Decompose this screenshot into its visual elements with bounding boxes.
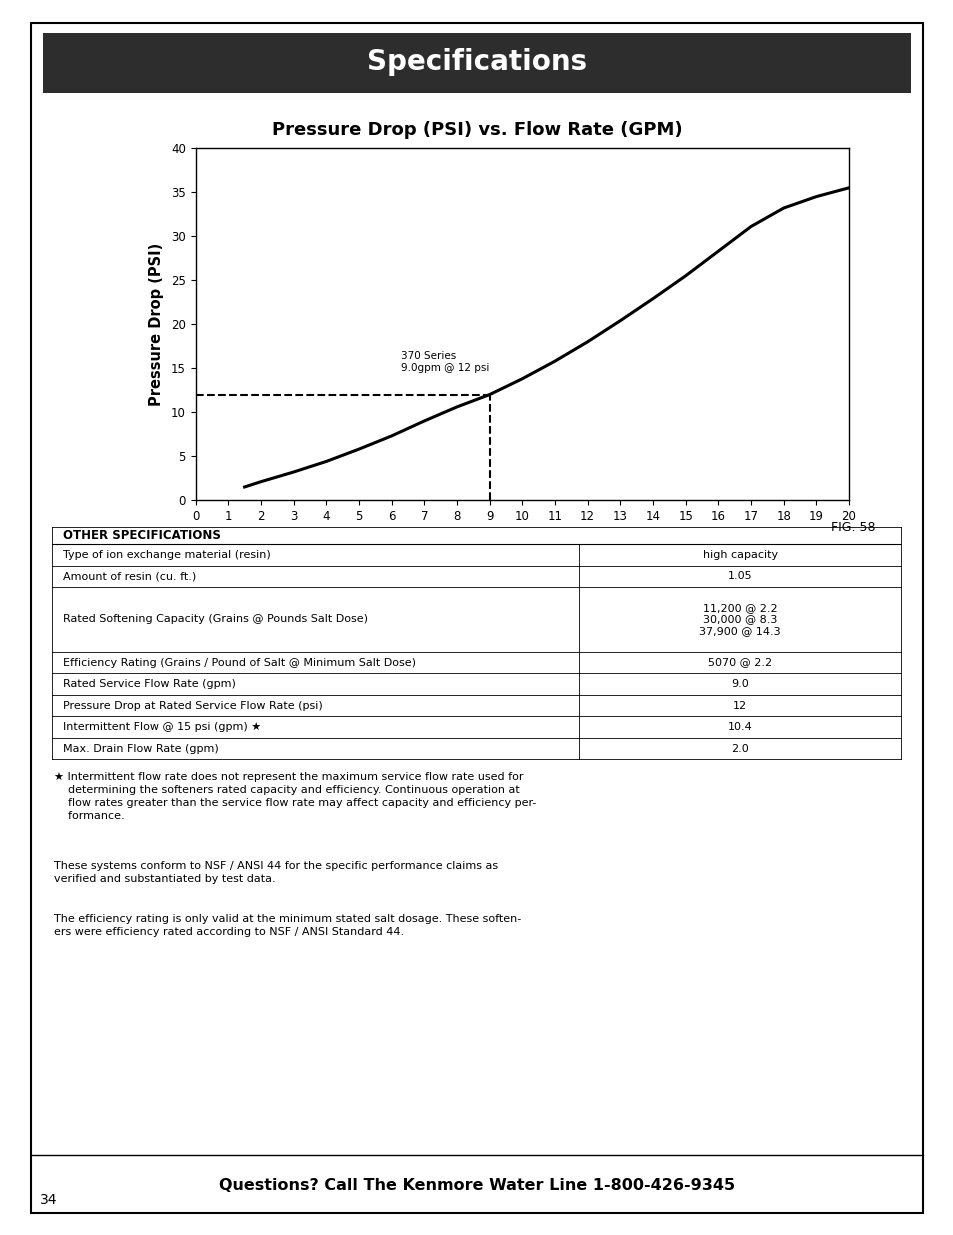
Text: high capacity: high capacity: [702, 550, 777, 559]
Bar: [52, 527, 901, 545]
Text: Intermittent Flow @ 15 psi (gpm) ★: Intermittent Flow @ 15 psi (gpm) ★: [63, 722, 260, 732]
Text: 9.0: 9.0: [731, 679, 748, 689]
Text: Type of ion exchange material (resin): Type of ion exchange material (resin): [63, 550, 270, 559]
Text: 2.0: 2.0: [731, 743, 748, 753]
Text: Max. Drain Flow Rate (gpm): Max. Drain Flow Rate (gpm): [63, 743, 218, 753]
Text: Questions? Call The Kenmore Water Line 1-800-426-9345: Questions? Call The Kenmore Water Line 1…: [218, 1178, 735, 1193]
Text: FIG. 58: FIG. 58: [830, 521, 875, 535]
Text: 11,200 @ 2.2
30,000 @ 8.3
37,900 @ 14.3: 11,200 @ 2.2 30,000 @ 8.3 37,900 @ 14.3: [699, 603, 781, 636]
Text: OTHER SPECIFICATIONS: OTHER SPECIFICATIONS: [63, 530, 220, 542]
Text: Rated Softening Capacity (Grains @ Pounds Salt Dose): Rated Softening Capacity (Grains @ Pound…: [63, 615, 367, 625]
Text: 34: 34: [40, 1193, 57, 1208]
Text: 12: 12: [732, 700, 746, 710]
X-axis label: Flow Rate (GPM): Flow Rate (GPM): [453, 530, 591, 545]
Text: These systems conform to NSF / ANSI 44 for the specific performance claims as
ve: These systems conform to NSF / ANSI 44 f…: [54, 861, 498, 884]
Text: 1.05: 1.05: [727, 572, 752, 582]
Text: Rated Service Flow Rate (gpm): Rated Service Flow Rate (gpm): [63, 679, 235, 689]
Text: Pressure Drop at Rated Service Flow Rate (psi): Pressure Drop at Rated Service Flow Rate…: [63, 700, 322, 710]
Text: Pressure Drop (PSI) vs. Flow Rate (GPM): Pressure Drop (PSI) vs. Flow Rate (GPM): [272, 121, 681, 138]
Text: 370 Series
9.0gpm @ 12 psi: 370 Series 9.0gpm @ 12 psi: [401, 351, 489, 373]
Text: The efficiency rating is only valid at the minimum stated salt dosage. These sof: The efficiency rating is only valid at t…: [54, 914, 521, 937]
Text: Amount of resin (cu. ft.): Amount of resin (cu. ft.): [63, 572, 195, 582]
Text: Efficiency Rating (Grains / Pound of Salt @ Minimum Salt Dose): Efficiency Rating (Grains / Pound of Sal…: [63, 657, 416, 668]
Text: Specifications: Specifications: [367, 48, 586, 77]
Text: ★ Intermittent flow rate does not represent the maximum service flow rate used f: ★ Intermittent flow rate does not repres…: [54, 772, 537, 821]
Text: 10.4: 10.4: [727, 722, 752, 732]
Y-axis label: Pressure Drop (PSI): Pressure Drop (PSI): [149, 242, 164, 406]
Text: 5070 @ 2.2: 5070 @ 2.2: [707, 657, 772, 668]
